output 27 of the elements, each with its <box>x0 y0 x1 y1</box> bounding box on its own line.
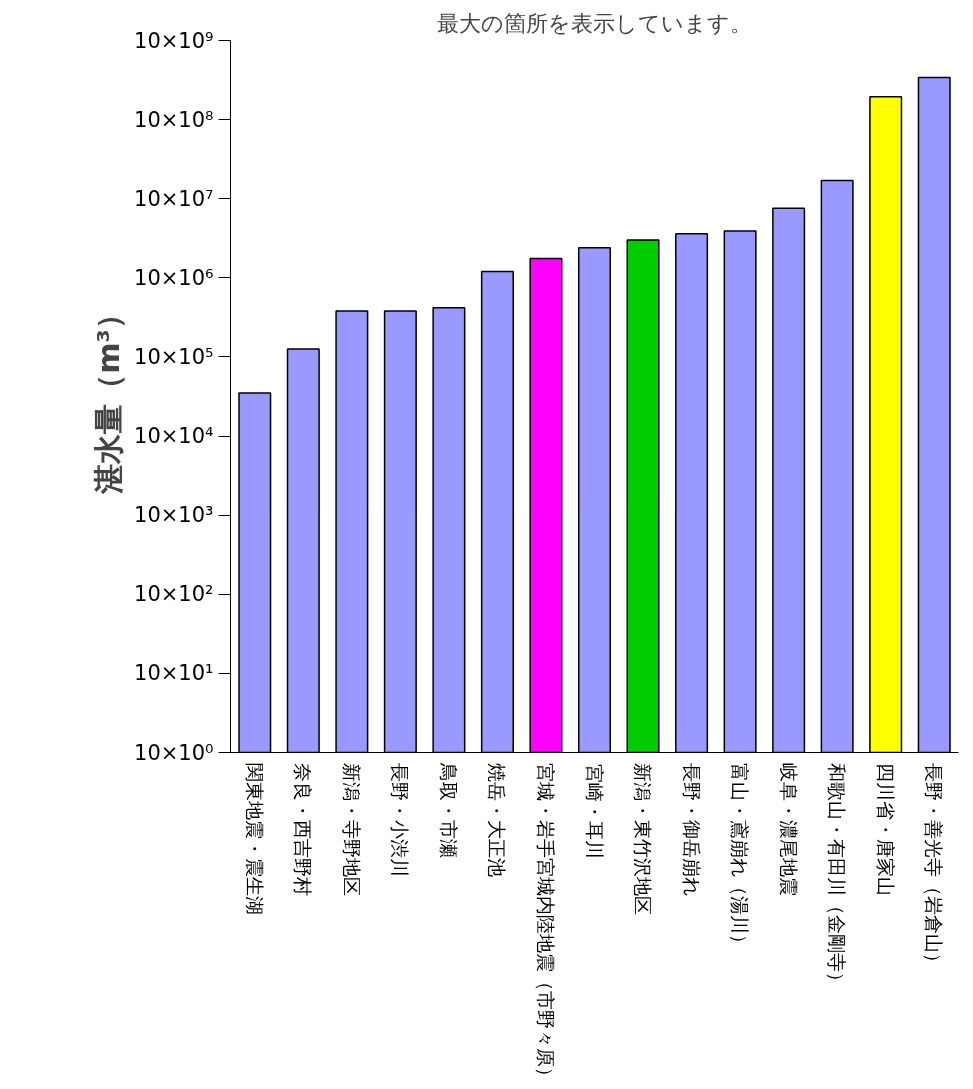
y-tick-label: 10×10⁸ <box>134 107 214 132</box>
y-tick-label: 10×10⁶ <box>134 265 214 290</box>
y-tick-label: 10×10⁵ <box>134 344 214 369</box>
x-tick-label: 焼岳・大正池 <box>486 763 509 878</box>
x-tick-label: 関東地震・震生湖 <box>243 763 266 916</box>
y-tick-label: 10×10⁹ <box>134 28 214 53</box>
x-tick-label: 宮城・岩手宮城内陸地震（市野々原） <box>534 763 557 1087</box>
x-tick-label: 長野・善光寺（岩倉山） <box>923 763 946 973</box>
chart-title: 最大の箇所を表示しています。 <box>437 10 752 36</box>
y-axis-title: 湛水量（m³） <box>91 299 127 495</box>
y-tick-label: 10×10⁰ <box>134 740 214 765</box>
y-tick-label: 10×10¹ <box>134 661 214 686</box>
x-tick-label: 鳥取・市瀬 <box>437 762 460 859</box>
x-tick-label: 和歌山・有田川（金剛寺） <box>826 763 849 992</box>
y-tick-label: 10×10⁴ <box>134 424 214 449</box>
y-tick-label: 10×10⁷ <box>134 186 214 211</box>
x-tick-label: 宮崎・耳川 <box>583 763 606 859</box>
y-tick-label: 10×10³ <box>134 503 214 528</box>
y-tick-label: 10×10² <box>134 582 214 607</box>
x-tick-label: 岐阜・濃尾地震 <box>777 763 800 897</box>
x-tick-label: 長野・御岳崩れ <box>680 763 703 897</box>
x-tick-label: 新潟・寺野地区 <box>340 763 363 897</box>
x-tick-label: 奈良・西吉野村 <box>292 763 315 897</box>
x-tick-label: 富山・鳶崩れ（湯川） <box>729 763 752 954</box>
x-tick-label: 新潟・東竹沢地区 <box>632 763 655 916</box>
x-tick-label: 長野・小渋川 <box>389 763 412 878</box>
x-tick-label: 四川省・唐家山 <box>874 763 897 897</box>
